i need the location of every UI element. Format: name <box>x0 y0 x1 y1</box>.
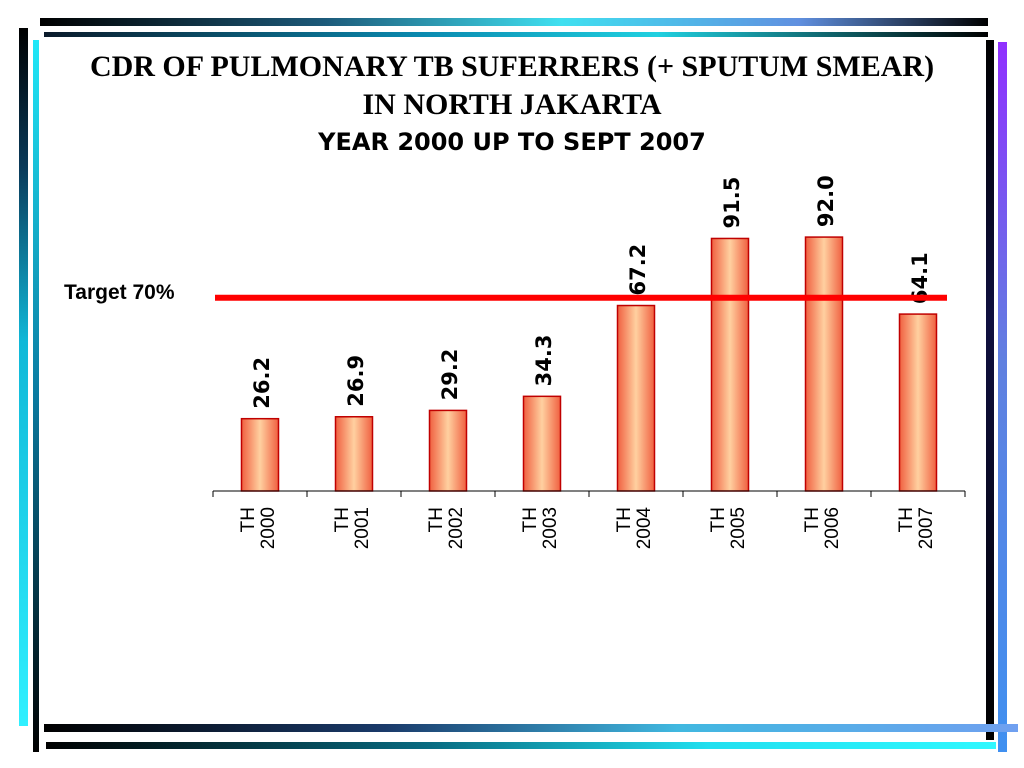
category-label-year-2006: 2006 <box>822 507 843 549</box>
category-label-prefix-2000: TH <box>238 507 259 532</box>
bar-value-label-2006: 92.0 <box>814 175 838 227</box>
category-label-year-2005: 2005 <box>728 507 749 549</box>
chart-subtitle: YEAR 2000 UP TO SEPT 2007 <box>318 128 706 156</box>
frame-right-bar <box>986 40 994 740</box>
bar-value-label-2002: 29.2 <box>438 349 462 401</box>
bar-value-label-2003: 34.3 <box>532 335 556 387</box>
category-label-year-2007: 2007 <box>916 507 937 549</box>
bar-2000 <box>240 417 280 492</box>
category-label-prefix-2004: TH <box>614 507 635 532</box>
bar-2001 <box>334 416 374 492</box>
bar-2007 <box>898 313 938 492</box>
bar-value-label-2001: 26.9 <box>344 355 368 407</box>
bar-2005 <box>710 237 750 492</box>
category-label-year-2002: 2002 <box>446 507 467 549</box>
bar-value-label-2005: 91.5 <box>720 177 744 229</box>
frame-left-bar-thin <box>33 40 39 752</box>
frame-bottom-bar <box>44 724 1018 732</box>
bar-2004 <box>616 304 656 492</box>
frame-top-bar <box>40 18 988 26</box>
category-label-prefix-2003: TH <box>520 507 541 532</box>
category-label-prefix-2002: TH <box>426 507 447 532</box>
category-label-prefix-2005: TH <box>708 507 729 532</box>
category-label-year-2001: 2001 <box>352 507 373 549</box>
category-label-prefix-2006: TH <box>802 507 823 532</box>
bar-value-label-2004: 67.2 <box>626 244 650 296</box>
target-label: Target 70% <box>64 281 175 304</box>
category-label-year-2003: 2003 <box>540 507 561 549</box>
category-label-prefix-2007: TH <box>896 507 917 532</box>
frame-top-bar-thin <box>44 32 988 37</box>
chart-title-line1: CDR OF PULMONARY TB SUFERRERS (+ SPUTUM … <box>89 50 935 83</box>
bar-2002 <box>428 409 468 492</box>
category-label-year-2004: 2004 <box>634 507 655 550</box>
frame-bottom-bar-thin <box>46 742 996 749</box>
frame-left-bar <box>19 28 28 726</box>
bar-2003 <box>522 395 562 492</box>
category-label-year-2000: 2000 <box>258 507 279 549</box>
frame-right-bar-thin <box>998 42 1007 752</box>
bar-2006 <box>804 236 844 492</box>
category-label-prefix-2001: TH <box>332 507 353 532</box>
chart-title-line2: IN NORTH JAKARTA <box>362 88 662 121</box>
bar-value-label-2000: 26.2 <box>250 357 274 409</box>
